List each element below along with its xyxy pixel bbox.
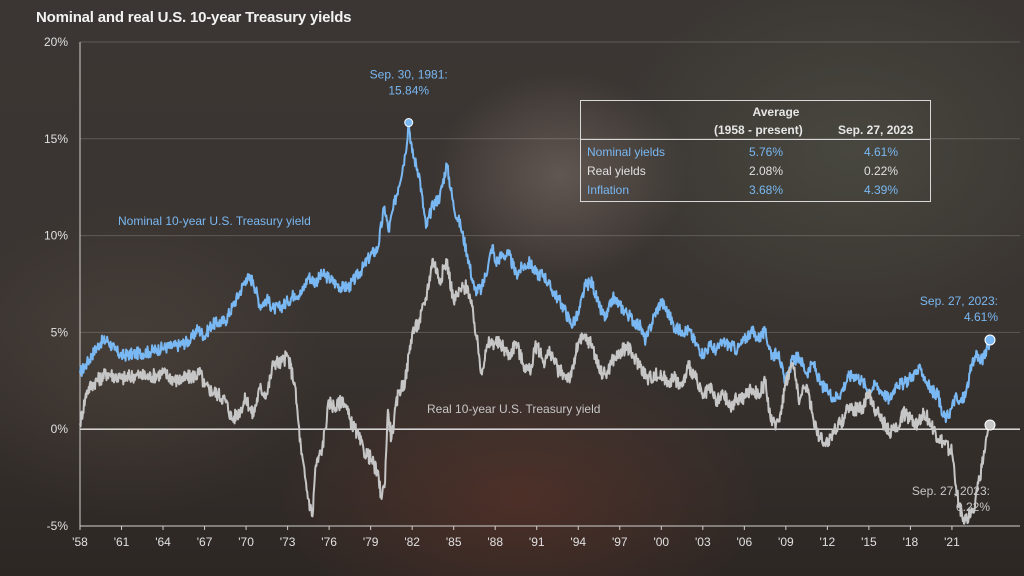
annotation-value: 15.84% — [388, 84, 429, 98]
x-tick-label: '00 — [653, 535, 669, 549]
y-tick-label: 5% — [51, 325, 69, 339]
table-column-header-average: (1958 - present) — [714, 123, 803, 137]
x-tick-label: '06 — [737, 535, 753, 549]
x-tick-label: '15 — [861, 535, 877, 549]
x-tick-label: '76 — [321, 535, 337, 549]
x-tick-label: '94 — [570, 535, 586, 549]
x-tick-label: '73 — [280, 535, 296, 549]
label-layer: Sep. 30, 1981: 15.84% Sep. 27, 2023: 4.61% S… — [118, 68, 998, 514]
annotation-date: Sep. 27, 2023: — [920, 294, 998, 308]
table-divider — [581, 139, 930, 140]
nominal-series-label: Nominal 10-year U.S. Treasury yield — [118, 214, 311, 228]
x-tick-label: '70 — [238, 535, 254, 549]
x-tick-label: '64 — [155, 535, 171, 549]
x-tick-label: '03 — [695, 535, 711, 549]
x-tick-label: '09 — [778, 535, 794, 549]
real-series-label: Real 10-year U.S. Treasury yield — [427, 402, 600, 416]
annotation-marker — [984, 419, 996, 431]
y-tick-label: 10% — [44, 229, 68, 243]
x-tick-label: '91 — [529, 535, 545, 549]
y-tick-label: 20% — [44, 35, 68, 49]
x-tick-label: '61 — [114, 535, 130, 549]
row-label-real: Real yields — [587, 164, 646, 178]
row-avg-nominal: 5.76% — [749, 145, 784, 159]
y-tick-label: 15% — [44, 132, 68, 146]
row-current-nominal: 4.61% — [864, 145, 899, 159]
row-avg-real: 2.08% — [749, 164, 784, 178]
annotation-marker — [984, 334, 996, 346]
x-tick-label: '18 — [903, 535, 919, 549]
nominal-yield-line — [79, 121, 991, 424]
table-column-header-current: Sep. 27, 2023 — [838, 123, 914, 137]
x-tick-label: '85 — [446, 535, 462, 549]
row-avg-inflation: 3.68% — [749, 183, 784, 197]
y-tick-label: -5% — [47, 519, 69, 533]
x-tick-label: '82 — [404, 535, 420, 549]
x-tick-label: '21 — [944, 535, 960, 549]
x-tick-label: '58 — [72, 535, 88, 549]
y-tick-label: 0% — [51, 422, 69, 436]
chart-title: Nominal and real U.S. 10-year Treasury y… — [36, 9, 352, 26]
annotation-date: Sep. 27, 2023: — [912, 484, 990, 498]
annotation-value: 4.61% — [964, 310, 998, 324]
real-yield-line — [79, 257, 991, 525]
x-tick-label: '88 — [487, 535, 503, 549]
x-tick-label: '12 — [820, 535, 836, 549]
annotation-marker — [404, 118, 414, 128]
row-current-inflation: 4.39% — [864, 183, 899, 197]
table-average-header: Average — [752, 105, 800, 119]
row-current-real: 0.22% — [864, 164, 899, 178]
statistics-table: Average (1958 - present) Sep. 27, 2023 N… — [580, 100, 931, 202]
annotation-value: 0.22% — [956, 500, 990, 514]
annotation-date: Sep. 30, 1981: — [370, 68, 448, 82]
x-tick-label: '97 — [612, 535, 628, 549]
axis-layer: 20% 15% 10% 5% 0% -5%'58 '61 '64 '67 '70 '73 '76 '79… — [44, 35, 1020, 549]
series-layer — [79, 121, 991, 525]
x-tick-label: '79 — [363, 535, 379, 549]
row-label-nominal: Nominal yields — [587, 145, 666, 159]
x-tick-label: '67 — [197, 535, 213, 549]
row-label-inflation: Inflation — [587, 183, 630, 197]
marker-layer — [404, 118, 996, 431]
